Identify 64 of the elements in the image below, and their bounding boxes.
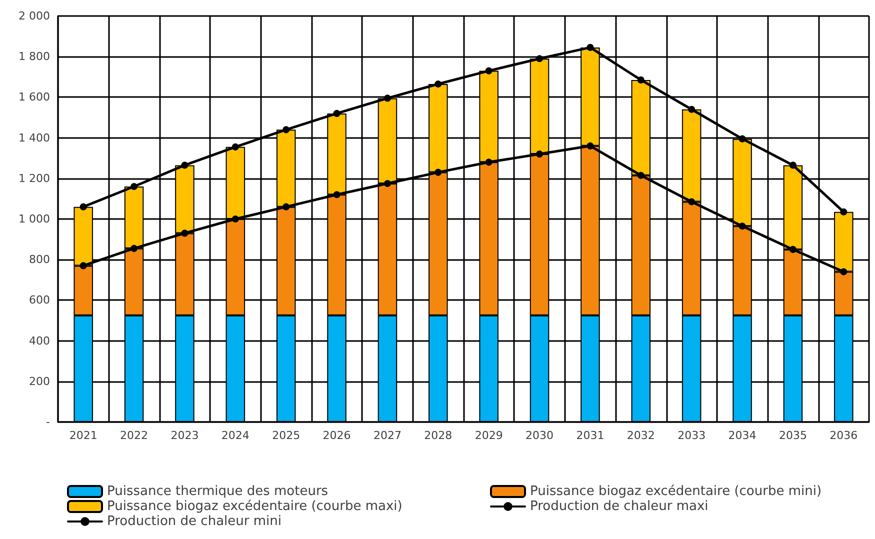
point: [840, 268, 848, 276]
x-tick-label: 2021: [69, 429, 98, 442]
point: [181, 162, 188, 169]
y-tick-label: 800: [29, 253, 50, 266]
point: [333, 191, 340, 198]
point: [485, 158, 492, 166]
x-tick-label: 2031: [576, 429, 604, 442]
y-tick-label: 200: [29, 374, 50, 388]
x-tick-label: 2032: [626, 429, 655, 442]
legend-label: Production de chaleur mini: [107, 514, 282, 529]
x-tick-label: 2023: [170, 429, 199, 442]
x-tick-label: 2036: [830, 429, 858, 442]
x-tick-label: 2029: [474, 429, 503, 442]
point: [586, 44, 594, 51]
point: [130, 244, 138, 252]
x-tick-label: 2026: [322, 429, 351, 442]
point: [637, 76, 644, 84]
point: [688, 198, 696, 206]
point: [738, 135, 746, 142]
point: [536, 150, 544, 158]
x-tick-label: 2027: [373, 429, 402, 442]
point: [586, 142, 594, 150]
point: [688, 106, 696, 113]
x-tick-label: 2022: [120, 429, 148, 442]
point: [840, 208, 848, 216]
point: [130, 183, 138, 190]
x-tick-label: 2033: [678, 429, 706, 442]
y-tick-label: 1 000: [18, 212, 50, 226]
y-tick-label: 400: [29, 334, 50, 348]
point: [232, 216, 239, 222]
point: [485, 67, 492, 74]
y-tick-label: -: [46, 416, 50, 428]
point: [789, 246, 796, 253]
x-tick-label: 2030: [526, 429, 554, 442]
x-tick-label: 2024: [221, 429, 250, 442]
point: [384, 180, 391, 187]
point: [232, 143, 239, 150]
point: [434, 168, 442, 176]
y-tick-label: 1 400: [18, 131, 50, 144]
point: [789, 162, 796, 169]
x-tick-label: 2025: [272, 429, 300, 442]
x-tick-label: 2034: [728, 429, 756, 442]
y-tick-label: 1 200: [18, 172, 50, 185]
point: [80, 262, 87, 270]
point: [181, 230, 188, 237]
y-tick-label: 2 000: [18, 10, 50, 22]
y-tick-label: 1 800: [18, 50, 50, 64]
point: [333, 110, 340, 117]
legend-label: Production de chaleur maxi: [530, 499, 708, 514]
point: [282, 126, 290, 134]
x-tick-label: 2028: [424, 429, 452, 442]
x-tick-label: 2035: [778, 429, 807, 442]
point: [282, 203, 290, 210]
legend-label: Puissance biogaz excédentaire (courbe mini): [530, 484, 822, 499]
y-tick-label: 1 600: [18, 90, 50, 104]
point: [80, 203, 87, 210]
legend-label: Puissance thermique des moteurs: [107, 484, 328, 499]
legend-label: Puissance biogaz excédentaire (courbe maxi): [107, 499, 402, 514]
point: [738, 222, 746, 230]
point: [384, 94, 391, 102]
point: [434, 80, 442, 88]
point: [536, 55, 544, 62]
point: [637, 172, 644, 179]
y-tick-label: 600: [29, 294, 50, 307]
